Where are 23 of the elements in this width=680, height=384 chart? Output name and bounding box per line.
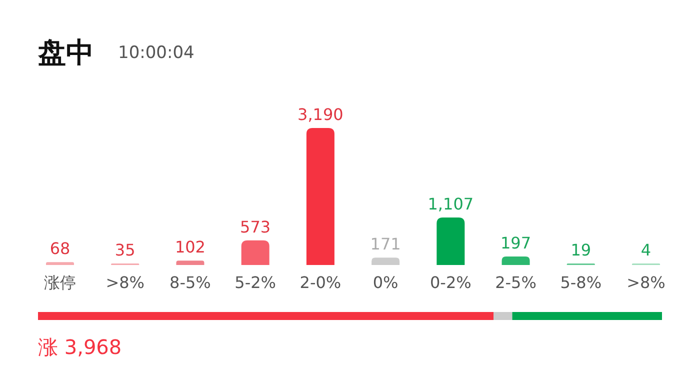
x-tick-label: 5-2% bbox=[234, 273, 276, 292]
data-label: 1,107 bbox=[428, 194, 474, 214]
chart-title: 盘中 bbox=[37, 36, 94, 69]
data-label: 4 bbox=[640, 240, 652, 260]
x-tick-label: 5-8% bbox=[560, 273, 602, 292]
chart-subtitle: 10:00:04 bbox=[118, 43, 194, 63]
text: 涨 3,968 bbox=[38, 335, 122, 359]
data-label: 573 bbox=[240, 217, 271, 236]
data-label: 19 bbox=[570, 240, 592, 260]
data-label: 3,190 bbox=[298, 105, 344, 124]
x-tick-label: 0% bbox=[372, 273, 398, 292]
x-tick-label: 2-5% bbox=[495, 273, 536, 292]
x-tick-label: 涨停 bbox=[44, 273, 76, 292]
x-tick-label: 0-2% bbox=[430, 273, 472, 292]
data-label: 197 bbox=[500, 234, 532, 253]
x-tick-label: 2-0% bbox=[300, 273, 342, 292]
data-label: 68 bbox=[50, 239, 70, 258]
x-tick-label: 8-5% bbox=[170, 273, 211, 292]
x-tick-label: >8% bbox=[626, 273, 666, 292]
data-label: 35 bbox=[114, 240, 136, 260]
data-label: 102 bbox=[174, 238, 206, 257]
x-tick-label: >8% bbox=[106, 273, 145, 292]
data-label: 171 bbox=[370, 234, 401, 254]
